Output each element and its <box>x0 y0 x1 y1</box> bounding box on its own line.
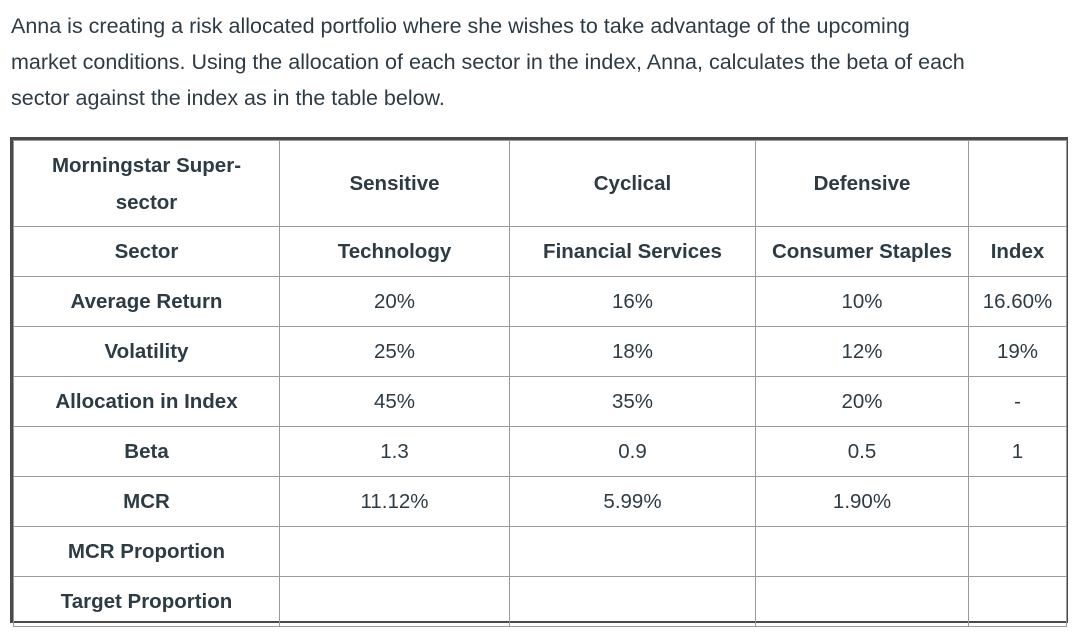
table-cell <box>968 576 1067 627</box>
row-label: Beta <box>13 426 280 477</box>
table-cell <box>755 576 969 627</box>
table-cell <box>509 526 756 577</box>
table-cell: 1.3 <box>279 426 510 477</box>
table-cell: 35% <box>509 376 756 427</box>
header-label-cell: Morningstar Super-sector <box>13 140 280 227</box>
table-cell: 45% <box>279 376 510 427</box>
table-cell <box>968 476 1067 527</box>
header-col-cyclical: Cyclical <box>509 140 756 227</box>
header-col-sensitive: Sensitive <box>279 140 510 227</box>
header-col-defensive: Defensive <box>755 140 969 227</box>
table-cell: 16% <box>509 276 756 327</box>
intro-paragraph: Anna is creating a risk allocated portfo… <box>11 8 1073 116</box>
table-row-allocation: Allocation in Index 45% 35% 20% - <box>13 376 1067 427</box>
row-label: Average Return <box>13 276 280 327</box>
row-label: Volatility <box>13 326 280 377</box>
table-cell: 20% <box>755 376 969 427</box>
table-cell: 1.90% <box>755 476 969 527</box>
table-row-volatility: Volatility 25% 18% 12% 19% <box>13 326 1067 377</box>
table-cell <box>968 526 1067 577</box>
row-label: MCR <box>13 476 280 527</box>
table-cell: 18% <box>509 326 756 377</box>
table-header-row: Morningstar Super-sector Sensitive Cycli… <box>13 140 1067 227</box>
table-row-sector: Sector Technology Financial Services Con… <box>13 226 1067 277</box>
header-label-line-1: Morningstar Super- <box>51 153 242 177</box>
table-row-target-proportion: Target Proportion <box>13 576 1067 627</box>
table-cell <box>755 526 969 577</box>
table-row-average-return: Average Return 20% 16% 10% 16.60% <box>13 276 1067 327</box>
table-cell: 25% <box>279 326 510 377</box>
row-label: MCR Proportion <box>13 526 280 577</box>
beta-table: Morningstar Super-sector Sensitive Cycli… <box>13 140 1067 627</box>
table-cell: 5.99% <box>509 476 756 527</box>
table-cell: 1 <box>968 426 1067 477</box>
table-cell: Technology <box>279 226 510 277</box>
table-cell: 0.5 <box>755 426 969 477</box>
table-cell <box>509 576 756 627</box>
table-cell <box>279 526 510 577</box>
intro-line-2: market conditions. Using the allocation … <box>11 50 965 74</box>
table-row-mcr: MCR 11.12% 5.99% 1.90% <box>13 476 1067 527</box>
table-cell: 0.9 <box>509 426 756 477</box>
header-label-line-2: sector <box>115 190 178 214</box>
table-cell: 12% <box>755 326 969 377</box>
intro-line-1: Anna is creating a risk allocated portfo… <box>11 14 910 38</box>
table-cell: Consumer Staples <box>755 226 969 277</box>
row-label: Allocation in Index <box>13 376 280 427</box>
table-cell: Index <box>968 226 1067 277</box>
table-cell <box>279 576 510 627</box>
table-cell: 20% <box>279 276 510 327</box>
table-cell: 11.12% <box>279 476 510 527</box>
table-cell: - <box>968 376 1067 427</box>
table-row-mcr-proportion: MCR Proportion <box>13 526 1067 577</box>
table-cell: 19% <box>968 326 1067 377</box>
row-label: Target Proportion <box>13 576 280 627</box>
intro-line-3: sector against the index as in the table… <box>11 86 445 110</box>
table-row-beta: Beta 1.3 0.9 0.5 1 <box>13 426 1067 477</box>
table-cell: 16.60% <box>968 276 1067 327</box>
beta-table-frame: Morningstar Super-sector Sensitive Cycli… <box>10 137 1068 627</box>
table-cell: 10% <box>755 276 969 327</box>
header-col-index <box>968 140 1067 227</box>
table-cell: Financial Services <box>509 226 756 277</box>
row-label: Sector <box>13 226 280 277</box>
